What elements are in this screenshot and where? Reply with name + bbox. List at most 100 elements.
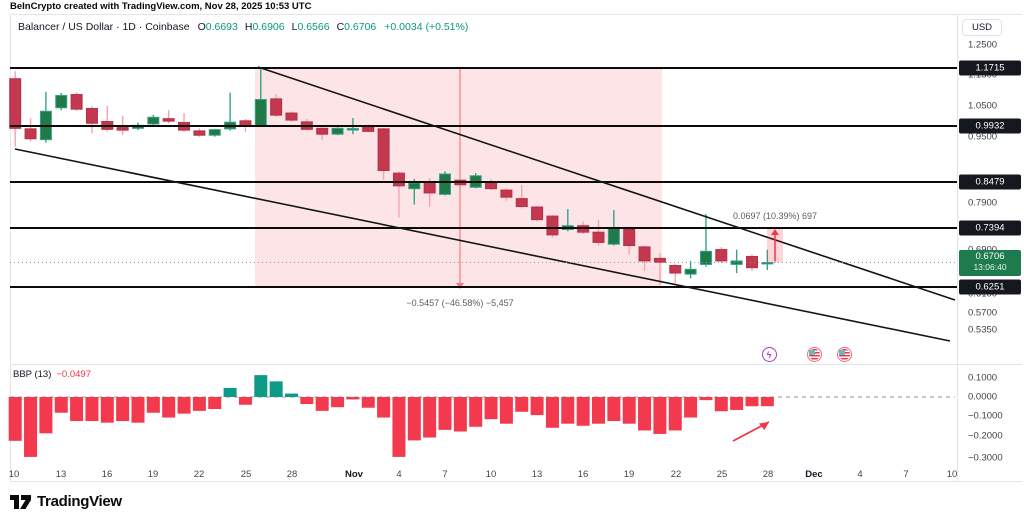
ohlc-pair: L0.6566	[291, 21, 330, 33]
countdown-timer: 13:06:40	[973, 262, 1007, 273]
x-axis-label[interactable]: 10	[485, 469, 497, 480]
candle	[730, 249, 743, 274]
histogram-bar	[576, 397, 590, 426]
crypto-event-icon[interactable]: ϟ	[761, 347, 777, 362]
histogram-bar	[668, 397, 682, 431]
x-axis-label[interactable]: 13	[55, 469, 67, 480]
candle-body	[162, 118, 175, 122]
currency-button[interactable]: USD	[962, 19, 1002, 36]
price-level-badge: 0.8479	[959, 174, 1021, 190]
ohlc-pair: O0.6693	[197, 21, 238, 33]
x-axis-label[interactable]: 19	[623, 469, 635, 480]
x-axis-label[interactable]: 22	[193, 469, 205, 480]
candle-body	[147, 116, 160, 125]
x-axis-label[interactable]: 10	[946, 469, 958, 480]
candle-body	[346, 128, 359, 131]
indicator-legend[interactable]: BBP (13) −0.0497	[13, 369, 91, 380]
x-axis-label[interactable]: 25	[240, 469, 252, 480]
histogram-bar	[192, 397, 206, 411]
candle-body	[653, 257, 666, 263]
bbp-tick-label: −0.2000	[968, 430, 1003, 442]
price-tick-label: 0.7900	[968, 197, 998, 208]
histogram-bar	[438, 397, 452, 430]
candle	[162, 110, 175, 124]
histogram-bar	[208, 397, 222, 410]
candle-body	[208, 129, 221, 136]
symbol-title[interactable]: Balancer / US Dollar · 1D · Coinbase	[18, 21, 190, 33]
candle	[85, 106, 98, 134]
bbp-histogram	[8, 375, 955, 457]
footer-brand[interactable]: TradingView	[10, 493, 122, 510]
histogram-bar	[453, 397, 467, 432]
histogram-bar	[638, 397, 652, 431]
current-price-value: 0.6706	[975, 251, 1005, 263]
candle-body	[423, 181, 436, 194]
frame-bottom-border	[10, 481, 1022, 482]
x-axis-label[interactable]: Nov	[345, 469, 363, 480]
us-economic-event-icon[interactable]	[806, 347, 822, 362]
tradingview-logo-icon	[10, 494, 31, 509]
candle	[70, 92, 83, 111]
histogram-bar	[530, 397, 544, 416]
candle	[208, 128, 221, 137]
x-axis-label[interactable]: 4	[857, 469, 863, 480]
histogram-bar	[300, 397, 314, 405]
candle	[408, 178, 421, 205]
histogram-bar	[392, 397, 406, 457]
histogram-bar	[484, 397, 498, 420]
histogram-bar	[592, 397, 605, 424]
flag-canton	[808, 350, 815, 355]
x-axis-label[interactable]: 22	[670, 469, 682, 480]
candle	[546, 215, 559, 238]
x-axis-label[interactable]: 7	[903, 469, 909, 480]
x-axis-label[interactable]: Dec	[805, 469, 823, 480]
price-scale-border	[957, 14, 958, 481]
candle	[592, 220, 605, 246]
histogram-bar	[423, 397, 437, 438]
candle-body	[392, 172, 405, 187]
frame-left-border	[10, 14, 11, 481]
x-axis-label[interactable]: 25	[716, 469, 728, 480]
x-axis-label[interactable]: 28	[762, 469, 774, 480]
symbol-info-bar[interactable]: Balancer / US Dollar · 1D · Coinbase O0.…	[18, 20, 468, 34]
histogram-bar	[622, 397, 636, 424]
candle-body	[116, 127, 129, 131]
histogram-bar	[54, 397, 68, 413]
x-axis-label[interactable]: 7	[442, 469, 448, 480]
histogram-bar	[653, 397, 667, 434]
ohlc-pair: H0.6906	[244, 21, 285, 33]
x-axis-label[interactable]: 13	[531, 469, 543, 480]
candle	[39, 91, 52, 143]
histogram-bar	[545, 397, 559, 428]
x-axis-label[interactable]: 19	[147, 469, 159, 480]
candle-body	[746, 255, 758, 269]
x-axis-label[interactable]: 28	[286, 469, 298, 480]
x-axis-label[interactable]: 16	[577, 469, 589, 480]
histogram-bar	[223, 387, 237, 397]
price-tick-label: 1.0500	[968, 100, 998, 112]
candle-body	[70, 94, 83, 110]
range-up-arrowhead	[771, 229, 779, 235]
candle-body	[408, 182, 421, 190]
x-axis-label[interactable]: 4	[396, 469, 402, 480]
candle-body	[546, 215, 559, 236]
histogram-bar	[730, 397, 744, 410]
trendline-lower-descending[interactable]	[14, 148, 951, 342]
candle-body	[24, 128, 37, 140]
candle	[24, 118, 37, 142]
candles-layer	[9, 66, 774, 285]
x-axis-label[interactable]: 10	[8, 469, 20, 480]
us-economic-event-icon[interactable]	[836, 347, 852, 362]
indicator-value: −0.0497	[56, 369, 91, 380]
histogram-bar	[269, 381, 283, 397]
candle-body	[316, 127, 329, 135]
x-axis-label[interactable]: 16	[101, 469, 113, 480]
trendline-upper-descending[interactable]	[257, 66, 956, 301]
candle	[500, 188, 513, 201]
candle-body	[285, 112, 298, 121]
candle	[55, 92, 68, 111]
candle-body	[239, 120, 252, 127]
candle	[101, 105, 114, 132]
pane-separator	[10, 364, 1022, 365]
